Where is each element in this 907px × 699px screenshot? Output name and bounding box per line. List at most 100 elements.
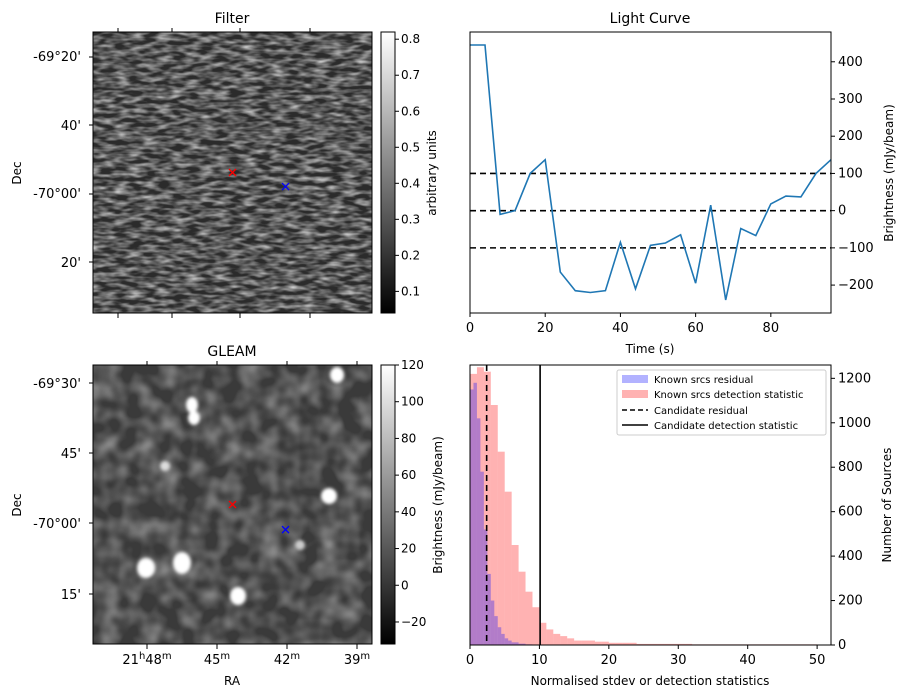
gleam-xaxis: 21h48m 45m 42m 39m RA [122,361,370,688]
filter-title: Filter [215,11,250,27]
legend-swatch-known-detection [622,390,648,398]
gleam-image-frame [92,364,373,645]
gleam-source [173,552,191,574]
histogram-frame [469,364,832,646]
gleam-source [137,558,155,578]
detection-histogram-bar [664,643,672,645]
light-curve-ylabel: Brightness (mJy/beam) [882,104,896,242]
filter-xaxis-ticks [117,28,311,318]
filter-colorbar-gradient [380,31,396,314]
legend-label: Known srcs detection statistic [654,390,803,401]
legend-label: Candidate residual [654,406,748,417]
gleam-source [330,367,344,383]
residual-histogram-bar [470,389,474,645]
colorbar-tick-label: 100 [401,395,424,409]
detection-histogram-bar [560,636,568,645]
histogram-ytick-label: 600 [838,505,863,520]
gleam-colorbar-label: Brightness (mJy/beam) [431,436,445,574]
gleam-xtick-label: 21h48m [122,651,171,668]
colorbar-tick-label: 0.2 [401,248,420,262]
residual-histogram-bar [473,382,477,645]
detection-histogram-bar [511,545,519,645]
detection-histogram-bar [539,622,547,645]
light-curve-xtick-label: 80 [763,321,780,336]
filter-ytick-label: -69°20' [33,50,81,65]
detection-histogram-bar [581,640,589,645]
histogram-xtick-label: 20 [601,653,618,668]
colorbar-tick-label: 0.3 [401,212,420,226]
histogram-ytick-label: 1200 [838,371,871,386]
residual-histogram-bar [501,633,505,645]
detection-histogram-bar [553,633,561,645]
histogram-xtick-label: 40 [739,653,756,668]
histogram-legend: Known srcs residual Known srcs detection… [616,369,827,436]
histogram-panel: 0 10 20 30 40 50 0 200 400 600 800 1000 1200 Normal… [466,364,894,688]
residual-histogram-bar [504,638,509,645]
light-curve-ytick-label: 100 [838,166,863,181]
gleam-source [295,540,305,550]
detection-histogram-bar [497,451,505,645]
detection-histogram-bar [650,643,658,645]
detection-histogram-bar [518,571,526,645]
residual-histogram-bar [483,529,488,645]
filter-colorbar-label: arbitrary units [425,130,439,216]
detection-histogram-bar [657,643,665,645]
detection-histogram-bar [671,643,679,645]
residual-histogram-bar [518,643,526,645]
legend-swatch-known-residual [622,375,648,383]
marker-blue-x [281,525,290,534]
filter-ytick-label: 40' [61,119,81,134]
histogram-ytick-label: 400 [838,549,863,564]
colorbar-tick-label: 60 [401,468,416,482]
light-curve-line [470,44,831,301]
filter-ytick-label: -70°00' [33,187,81,202]
histogram-xtick-label: 30 [670,653,687,668]
gleam-xtick-label: 42m [274,651,300,668]
gleam-xtick-label: 39m [344,651,370,668]
detection-histogram-bar [567,638,575,645]
gleam-title: GLEAM [207,344,256,360]
colorbar-tick-label: 0.4 [401,176,420,190]
detection-histogram-bar [678,643,686,645]
detection-histogram-bar [629,642,637,645]
histogram-xtick-label: 0 [466,653,474,668]
marker-red-x [228,168,237,177]
gleam-source [188,411,200,425]
filter-ylabel: Dec [10,161,24,184]
residual-histogram-bar [487,573,491,645]
histogram-xtick-label: 50 [809,653,826,668]
residual-histogram-bar [480,471,484,645]
gleam-ylabel: Dec [10,493,24,516]
gleam-source [186,397,198,413]
detection-histogram-bar [525,591,533,645]
gleam-colorbar-gradient [380,364,396,645]
histogram-ylabel: Number of Sources [880,448,894,563]
residual-histogram-bar [497,627,502,645]
marker-red-x [228,500,237,509]
gleam-yaxis: -69°30' 45' -70°00' 15' Dec [10,377,93,603]
detection-histogram-bar [608,642,616,645]
light-curve-ytick-label: 0 [838,204,846,219]
colorbar-tick-label: 0.7 [401,68,420,82]
colorbar-tick-label: 0 [401,578,409,592]
gleam-source [230,587,246,605]
histogram-ytick-label: 0 [838,638,846,653]
colorbar-tick-label: 120 [401,358,424,372]
detection-histogram-bar [588,640,595,645]
light-curve-panel: Light Curve 0 20 40 60 80 −200 −100 0 100 200 300… [466,11,896,356]
colorbar-tick-label: 20 [401,542,416,556]
residual-histogram-bar [511,642,519,645]
residual-histogram-bar [508,640,512,645]
detection-histogram-bar [594,641,602,645]
colorbar-tick-label: 0.1 [401,284,420,298]
detection-histogram-bar [470,373,477,645]
gleam-ytick-label: 45' [61,447,81,462]
gleam-xlabel: RA [224,674,241,688]
light-curve-xtick-label: 20 [537,321,554,336]
light-curve-xtick-label: 60 [687,321,704,336]
colorbar-tick-label: 40 [401,505,416,519]
detection-histogram-bar [504,491,512,645]
colorbar-tick-label: 0.6 [401,104,420,118]
gleam-bright-sources [137,367,344,605]
